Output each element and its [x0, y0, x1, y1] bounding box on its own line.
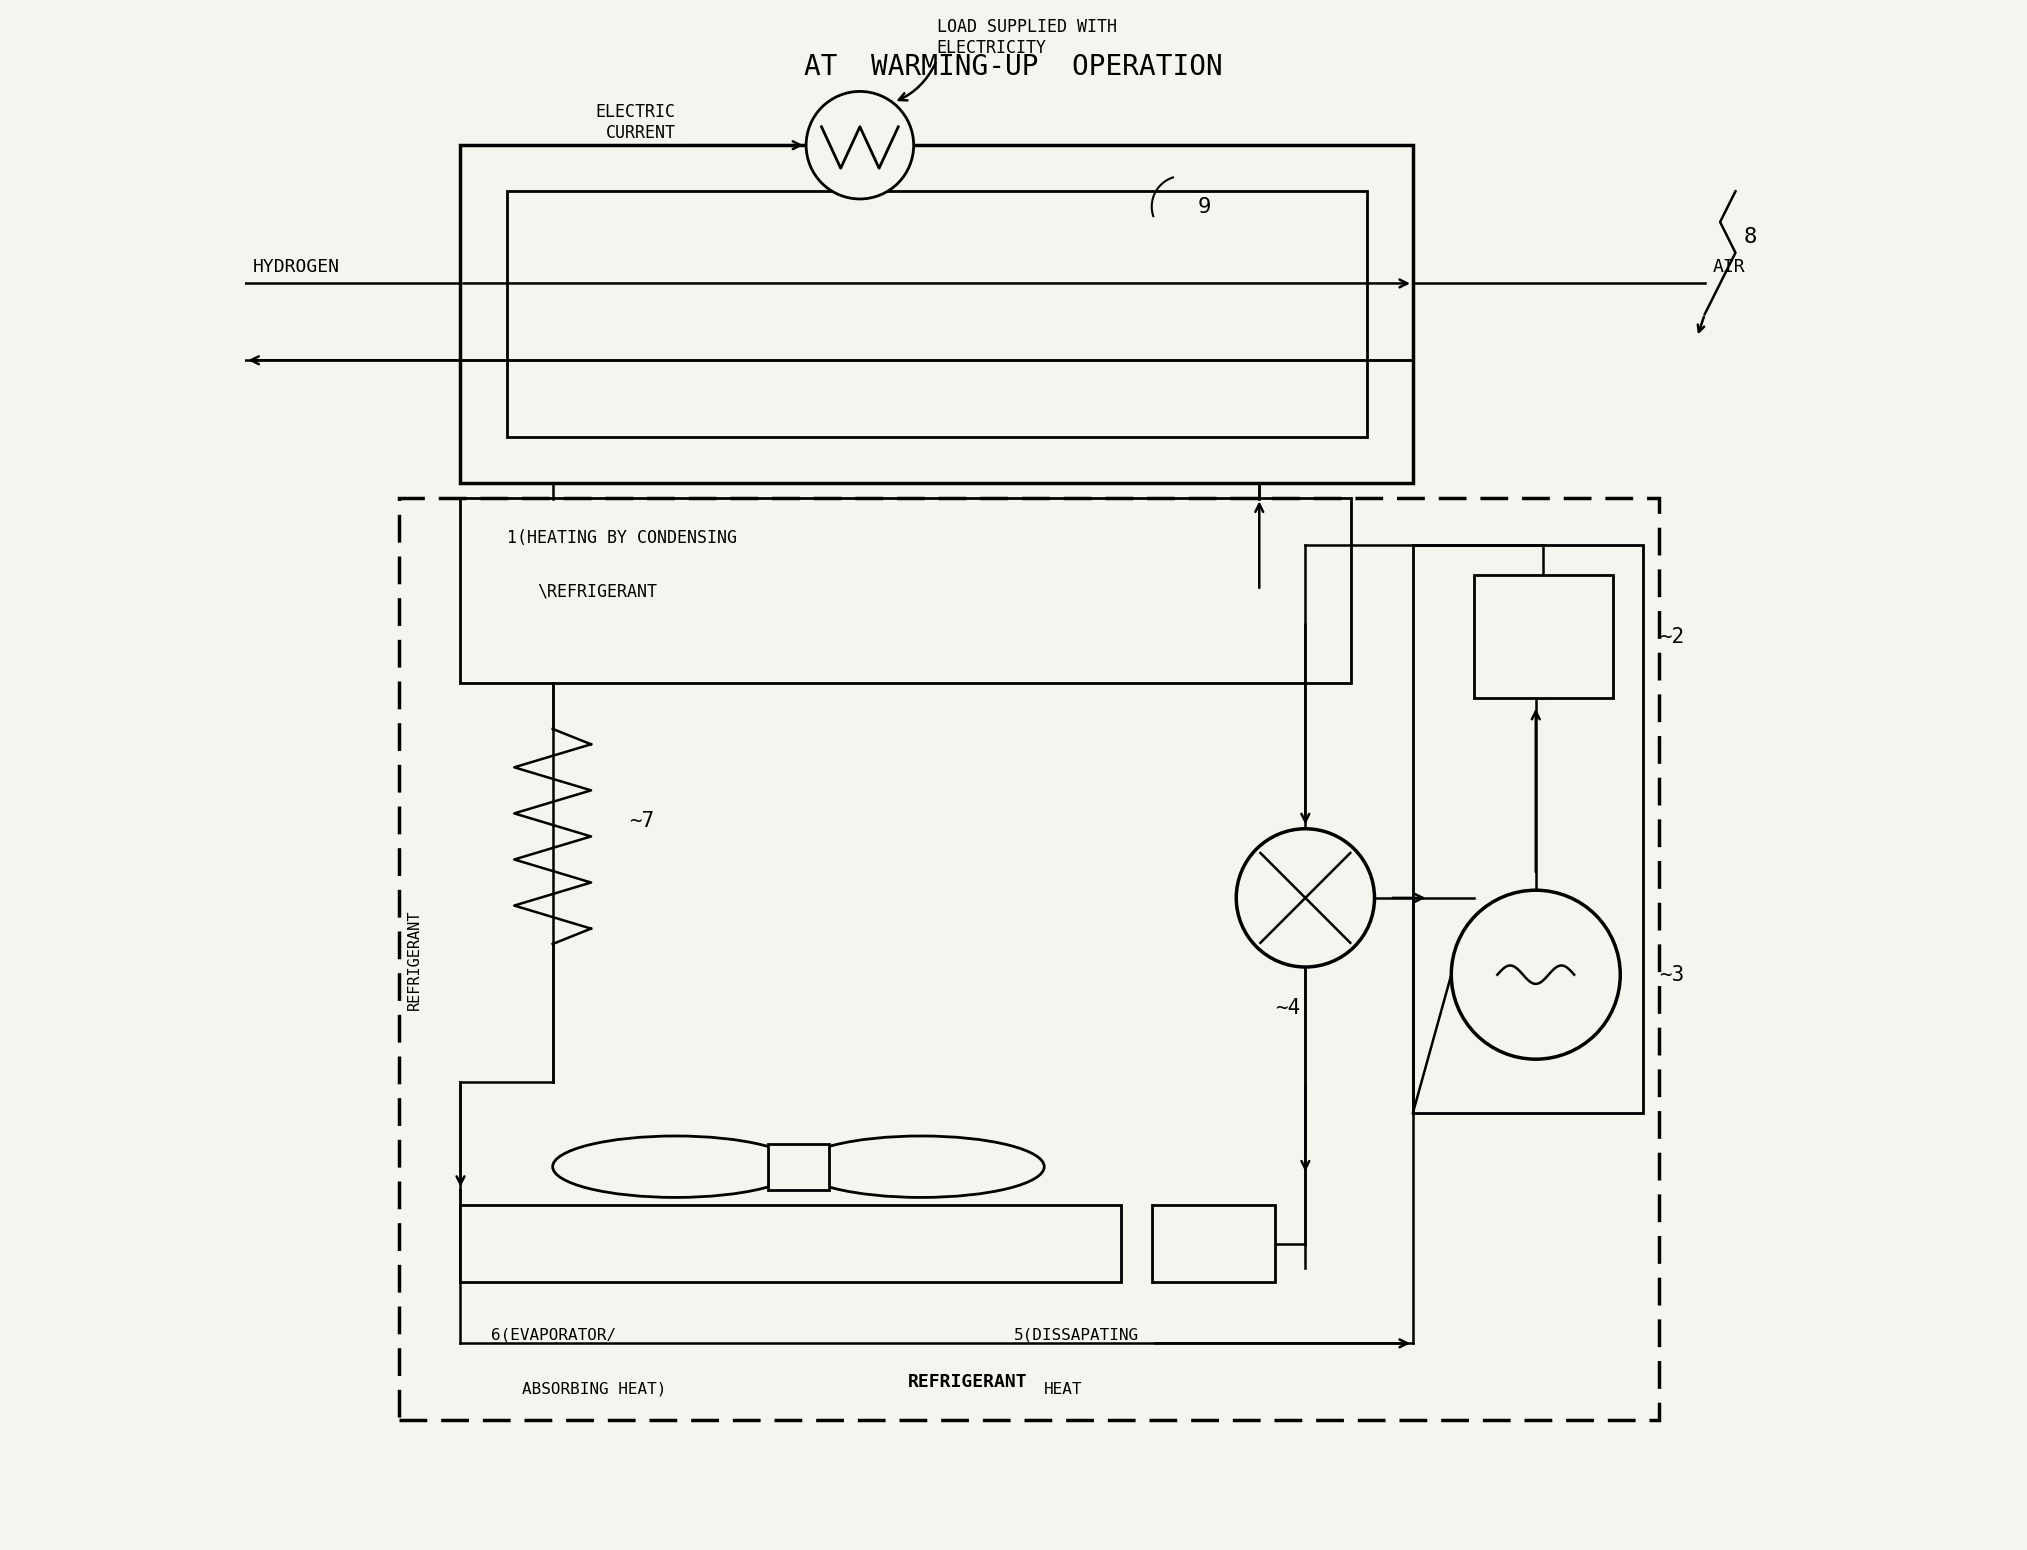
Text: 8: 8 — [1743, 228, 1757, 248]
Text: AIR: AIR — [1713, 257, 1745, 276]
Text: 9: 9 — [1198, 197, 1212, 217]
Text: \REFRIGERANT: \REFRIGERANT — [537, 583, 657, 601]
Bar — [507, 191, 1366, 437]
Bar — [768, 1144, 829, 1190]
Text: ~3: ~3 — [1658, 964, 1684, 984]
Bar — [1474, 575, 1613, 698]
Bar — [1413, 544, 1644, 1113]
Text: ABSORBING HEAT): ABSORBING HEAT) — [521, 1381, 667, 1397]
Text: HYDROGEN: HYDROGEN — [253, 257, 341, 276]
Text: ~2: ~2 — [1658, 626, 1684, 646]
Bar — [460, 146, 1413, 484]
Text: ~7: ~7 — [630, 811, 655, 831]
Circle shape — [807, 91, 914, 198]
Circle shape — [1451, 890, 1620, 1059]
Text: 1(HEATING BY CONDENSING: 1(HEATING BY CONDENSING — [507, 529, 736, 547]
Text: LOAD SUPPLIED WITH
ELECTRICITY: LOAD SUPPLIED WITH ELECTRICITY — [936, 19, 1117, 57]
Text: REFRIGERANT: REFRIGERANT — [908, 1373, 1028, 1390]
Text: AT  WARMING-UP  OPERATION: AT WARMING-UP OPERATION — [805, 53, 1222, 81]
Circle shape — [1236, 829, 1374, 967]
Text: ~4: ~4 — [1275, 998, 1299, 1018]
Bar — [460, 499, 1352, 684]
Text: 6(EVAPORATOR/: 6(EVAPORATOR/ — [491, 1328, 616, 1342]
Text: REFRIGERANT: REFRIGERANT — [407, 910, 422, 1009]
Bar — [399, 499, 1658, 1420]
Text: 5(DISSAPATING: 5(DISSAPATING — [1014, 1328, 1139, 1342]
Ellipse shape — [799, 1136, 1044, 1198]
Bar — [1151, 1204, 1275, 1282]
Text: HEAT: HEAT — [1044, 1381, 1082, 1397]
Bar — [460, 1204, 1121, 1282]
Text: ELECTRIC
CURRENT: ELECTRIC CURRENT — [596, 102, 675, 141]
Ellipse shape — [553, 1136, 799, 1198]
